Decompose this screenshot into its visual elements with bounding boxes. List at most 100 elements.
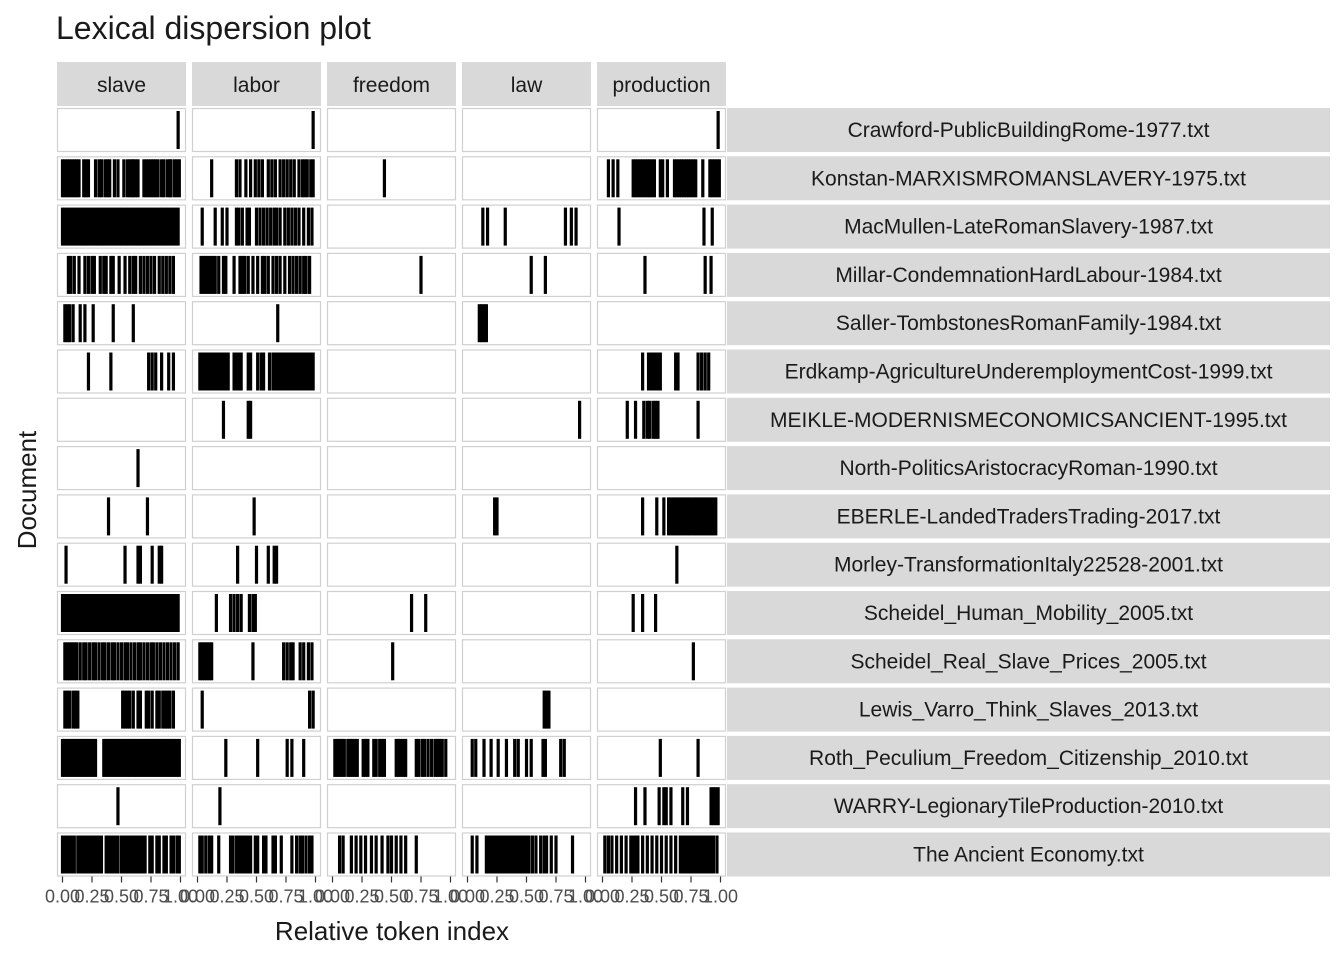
occurrence-mark: [108, 159, 112, 198]
occurrence-mark: [138, 207, 142, 246]
occurrence-mark: [269, 207, 273, 246]
occurrence-mark: [149, 642, 153, 681]
occurrence-mark: [606, 159, 610, 198]
occurrence-mark: [147, 352, 151, 391]
occurrence-mark: [610, 835, 614, 874]
occurrence-mark: [169, 207, 173, 246]
occurrence-mark: [60, 207, 65, 246]
occurrence-mark: [298, 642, 302, 681]
occurrence-mark: [134, 835, 138, 874]
x-tick-label: 0.75: [268, 887, 303, 907]
occurrence-mark: [504, 738, 509, 777]
occurrence-mark: [234, 159, 239, 198]
occurrence-mark: [278, 207, 282, 246]
occurrence-mark: [308, 255, 312, 294]
occurrence-mark: [126, 835, 131, 874]
occurrence-mark: [206, 255, 210, 294]
occurrence-mark: [210, 642, 214, 681]
occurrence-mark: [142, 642, 146, 681]
occurrence-mark: [685, 787, 690, 826]
facet-panel: [326, 446, 457, 491]
occurrence-mark: [683, 497, 687, 536]
facet-panel: [56, 107, 187, 153]
occurrence-mark: [76, 835, 80, 874]
occurrence-mark: [77, 738, 81, 777]
occurrence-mark: [124, 835, 128, 874]
occurrence-mark: [688, 497, 692, 536]
occurrence-mark: [93, 594, 98, 632]
occurrence-mark: [311, 352, 315, 391]
occurrence-mark: [265, 207, 269, 246]
occurrence-mark: [520, 835, 524, 874]
facet-panel: [326, 542, 457, 587]
occurrence-mark: [157, 835, 161, 874]
occurrence-mark: [542, 835, 546, 874]
occurrence-mark: [200, 642, 204, 681]
occurrence-mark: [67, 594, 72, 632]
row-strip: [727, 735, 1330, 780]
occurrence-mark: [359, 835, 363, 874]
occurrence-mark: [648, 400, 652, 439]
occurrence-mark: [435, 738, 440, 777]
occurrence-mark: [60, 159, 65, 198]
occurrence-mark: [302, 738, 306, 777]
occurrence-mark: [160, 159, 164, 198]
occurrence-mark: [173, 738, 177, 777]
occurrence-mark: [631, 835, 635, 874]
occurrence-mark: [161, 738, 165, 777]
occurrence-mark: [123, 642, 127, 681]
occurrence-mark: [681, 835, 685, 874]
occurrence-mark: [232, 594, 236, 632]
occurrence-mark: [126, 207, 131, 246]
occurrence-mark: [714, 787, 718, 826]
x-tick-label: 1.00: [298, 887, 333, 907]
facet-strip-labor: [192, 62, 321, 106]
occurrence-mark: [530, 835, 534, 874]
occurrence-mark: [251, 642, 255, 681]
occurrence-mark: [524, 738, 529, 777]
occurrence-mark: [245, 207, 249, 246]
occurrence-mark: [86, 207, 91, 246]
occurrence-mark: [176, 111, 180, 149]
facet-panel: [596, 687, 727, 732]
occurrence-mark: [138, 835, 142, 874]
occurrence-mark: [658, 738, 662, 777]
occurrence-mark: [477, 304, 481, 343]
occurrence-mark: [646, 352, 651, 391]
occurrence-mark: [177, 159, 181, 198]
occurrence-mark: [241, 835, 246, 874]
occurrence-mark: [210, 352, 214, 391]
occurrence-mark: [662, 787, 666, 826]
occurrence-mark: [715, 835, 719, 874]
occurrence-mark: [661, 159, 665, 198]
occurrence-mark: [89, 594, 93, 632]
facet-panel: [596, 446, 727, 491]
occurrence-mark: [150, 690, 154, 729]
occurrence-mark: [256, 352, 260, 391]
occurrence-mark: [692, 835, 697, 874]
occurrence-mark: [155, 642, 159, 681]
occurrence-mark: [164, 255, 168, 294]
document-label: North-PoliticsAristocracyRoman-1990.txt: [839, 457, 1217, 480]
occurrence-mark: [683, 835, 687, 874]
occurrence-mark: [641, 352, 645, 391]
occurrence-mark: [162, 594, 166, 632]
occurrence-mark: [72, 642, 76, 681]
occurrence-mark: [246, 835, 250, 874]
occurrence-mark: [84, 594, 88, 632]
occurrence-mark: [438, 738, 442, 777]
occurrence-mark: [234, 352, 239, 391]
occurrence-mark: [129, 642, 133, 681]
occurrence-mark: [64, 545, 68, 584]
x-tick-label: 0.75: [403, 887, 438, 907]
occurrence-mark: [256, 255, 260, 294]
occurrence-mark: [221, 255, 226, 294]
occurrence-mark: [238, 255, 242, 294]
occurrence-mark: [304, 255, 308, 294]
occurrence-mark: [513, 738, 517, 777]
occurrence-mark: [103, 594, 107, 632]
facet-panel: [326, 397, 457, 442]
occurrence-mark: [162, 159, 166, 198]
occurrence-mark: [145, 497, 150, 536]
occurrence-mark: [239, 352, 243, 391]
